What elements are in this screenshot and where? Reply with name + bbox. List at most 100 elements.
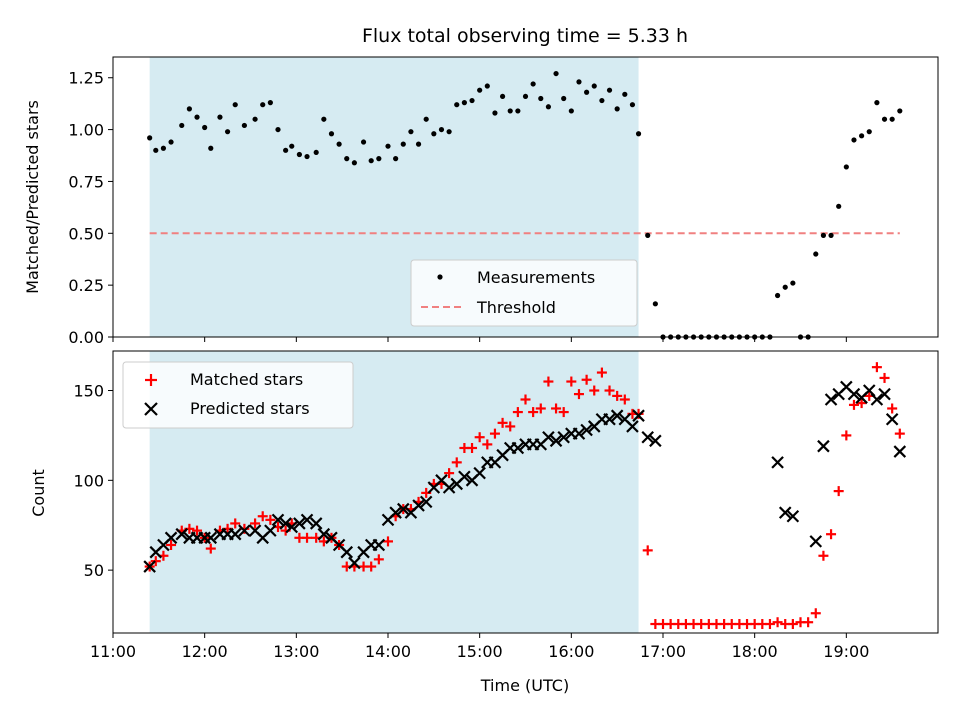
predicted-star-point [340,545,354,559]
top-y-tick-label: 0.25 [68,276,104,295]
top-legend: Measurements Threshold [410,259,638,327]
measurement-point [484,83,490,89]
matched-star-point [581,374,592,385]
legend-predicted-label: Predicted stars [190,399,310,418]
predicted-star-point [285,520,299,534]
matched-star-point [302,532,313,543]
measurement-point [202,124,208,131]
predicted-star-point [878,387,891,401]
bottom-legend-box [122,361,354,429]
predicted-star-point [511,441,525,455]
matched-star-point [535,403,546,414]
predicted-star-point [771,456,784,469]
predicted-star-point [317,527,331,541]
matched-star-point [894,428,905,439]
x-tick-label: 14:00 [365,642,411,661]
predicted-star-point [473,466,486,480]
measurement-point [267,100,273,106]
top-y-ticks: 0.00 0.25 0.50 0.75 1.00 1.25 [68,69,113,347]
matched-star-point [871,362,882,373]
measurement-point [652,301,658,307]
predicted-star-point [412,499,425,512]
matched-star-point [230,518,241,529]
measurement-point [635,131,642,137]
predicted-star-point [632,409,645,422]
matched-star-point [642,545,653,556]
measurement-point [881,116,888,122]
measurement-point [400,141,406,147]
measurement-point [360,139,367,145]
matched-star-point [826,529,837,540]
measurement-point [304,153,310,160]
top-x-ticks [112,337,847,342]
measurement-point [321,116,327,122]
measurement-point [843,164,849,170]
predicted-star-point [786,509,800,523]
predicted-star-point [809,535,823,548]
matched-star-point [604,385,615,396]
matched-star-point [482,439,493,450]
measurement-point [492,110,498,116]
measurement-point [522,93,529,100]
matched-star-point [250,518,261,529]
matched-star-point [451,457,462,468]
measurement-point [232,102,238,108]
predicted-star-point [238,524,251,537]
predicted-star-point [824,393,838,406]
measurement-point [328,131,335,137]
predicted-star-point [847,387,861,401]
matched-star-point [879,372,890,383]
measurement-point [515,108,521,114]
matched-star-point [787,619,798,630]
measurement-point [828,232,834,238]
predicted-star-point [817,439,830,453]
matched-star-point [803,617,814,628]
matched-star-point [566,376,577,387]
bottom-plot-frame [112,350,939,634]
measurement-point [469,97,475,104]
predicted-star-point [557,430,570,444]
measurement-point [561,95,567,102]
matched-star-point [257,511,268,522]
predicted-star-point [419,495,433,509]
predicted-star-point [885,412,899,426]
predicted-star-point [271,513,285,527]
measurement-point [168,139,174,145]
measurement-point [376,156,382,162]
measurement-point [275,126,281,133]
measurement-point [774,292,781,299]
matched-star-point [596,367,607,378]
measurement-point [461,100,467,106]
top-y-tick-label: 0.00 [68,328,104,347]
predicted-star-point [603,412,616,426]
legend-measurements-marker [437,274,443,280]
matched-star-point [543,376,554,387]
matched-star-point [467,442,478,453]
matched-star-point [848,399,859,410]
matched-star-point [856,398,867,409]
matched-star-point [489,428,500,439]
predicted-star-point [396,502,410,516]
matched-star-point [150,556,161,567]
predicted-star-point [389,506,402,519]
legend-matched-label: Matched stars [190,370,303,389]
x-tick-label: 15:00 [457,642,503,661]
bottom-y-tick-label: 150 [73,382,104,401]
top-y-axis-label: Matched/Predicted stars [23,100,42,294]
predicted-star-point [626,420,639,433]
x-tick-label: 12:00 [182,642,228,661]
measurement-point [179,122,185,129]
bottom-legend: Matched stars Predicted stars [122,361,354,429]
measurement-point [408,129,414,135]
measurement-point [599,97,605,104]
matched-star-point [366,561,377,572]
measurement-point [208,145,214,151]
matched-star-point [841,430,852,441]
measurement-point [622,91,628,97]
legend-matched-marker [145,374,157,386]
measurement-point [393,156,399,162]
predicted-star-point [279,517,292,530]
measurement-point [385,143,391,149]
measurement-point [897,108,903,114]
